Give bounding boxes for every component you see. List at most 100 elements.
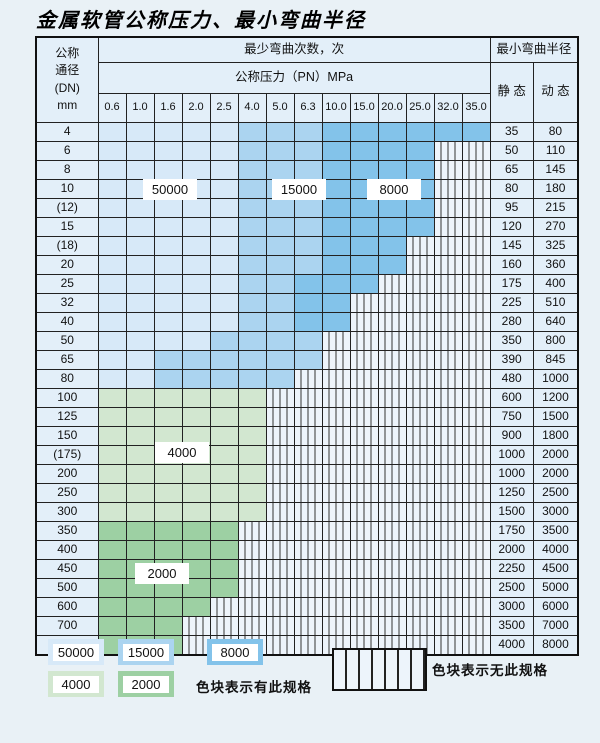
dn-label: (12) — [35, 197, 99, 218]
pressure-cell — [209, 235, 239, 256]
dn-column-header: 公称 通径 (DN) mm — [35, 36, 99, 123]
dn-label: 10 — [35, 178, 99, 199]
pressure-cell — [209, 178, 239, 199]
pressure-cell — [321, 539, 351, 560]
static-radius-value: 80 — [489, 178, 534, 199]
pressure-col-header: 25.0 — [405, 92, 435, 123]
pressure-cell — [321, 482, 351, 503]
pressure-cell — [181, 140, 211, 161]
pressure-cell — [153, 349, 183, 370]
pressure-cell — [237, 596, 267, 617]
dn-label: 200 — [35, 463, 99, 484]
pressure-col-header: 15.0 — [349, 92, 379, 123]
pressure-cell — [153, 368, 183, 389]
pressure-cell — [181, 121, 211, 142]
pressure-cell — [321, 501, 351, 522]
pressure-cell — [461, 216, 491, 237]
pressure-cell — [433, 463, 463, 484]
pressure-cell — [433, 615, 463, 636]
pressure-cell — [293, 330, 323, 351]
pressure-cell — [405, 463, 435, 484]
pressure-cell — [433, 539, 463, 560]
pressure-cell — [97, 159, 127, 180]
pressure-cell — [153, 558, 183, 579]
pressure-cell — [125, 539, 155, 560]
pressure-cell — [321, 330, 351, 351]
dynamic-radius-value: 510 — [532, 292, 579, 313]
pressure-cell — [237, 501, 267, 522]
pressure-cell — [97, 387, 127, 408]
dynamic-radius-value: 8000 — [532, 634, 579, 655]
pressure-cell — [349, 235, 379, 256]
pressure-cell — [153, 539, 183, 560]
pressure-cell — [377, 197, 407, 218]
static-radius-value: 95 — [489, 197, 534, 218]
pressure-cell — [321, 273, 351, 294]
pressure-cell — [97, 197, 127, 218]
pressure-cell — [461, 254, 491, 275]
pressure-cell — [237, 615, 267, 636]
pressure-cell — [321, 368, 351, 389]
pressure-cell — [209, 596, 239, 617]
pressure-cell — [377, 178, 407, 199]
pressure-cell — [153, 501, 183, 522]
pressure-cell — [405, 520, 435, 541]
dn-label: 25 — [35, 273, 99, 294]
pressure-cell — [377, 596, 407, 617]
pressure-cell — [265, 349, 295, 370]
pressure-cell — [237, 368, 267, 389]
pressure-cell — [265, 406, 295, 427]
pressure-cell — [153, 292, 183, 313]
dynamic-radius-value: 1200 — [532, 387, 579, 408]
pressure-cell — [181, 425, 211, 446]
pressure-cell — [349, 292, 379, 313]
pressure-cell — [153, 406, 183, 427]
pressure-cell — [209, 292, 239, 313]
pressure-cell — [377, 292, 407, 313]
pressure-cell — [265, 444, 295, 465]
dynamic-radius-value: 7000 — [532, 615, 579, 636]
pressure-cell — [349, 615, 379, 636]
static-radius-value: 120 — [489, 216, 534, 237]
pressure-cell — [405, 140, 435, 161]
pressure-cell — [293, 311, 323, 332]
pressure-cell — [461, 615, 491, 636]
pressure-cell — [181, 520, 211, 541]
pressure-cell — [321, 292, 351, 313]
pressure-cell — [181, 273, 211, 294]
pressure-cell — [237, 520, 267, 541]
pressure-cell — [237, 387, 267, 408]
static-radius-value: 480 — [489, 368, 534, 389]
pressure-cell — [377, 330, 407, 351]
pressure-cell — [377, 482, 407, 503]
pressure-cell — [349, 311, 379, 332]
static-header: 静 态 — [489, 61, 534, 123]
pressure-cell — [181, 634, 211, 655]
pressure-cell — [265, 520, 295, 541]
pressure-cell — [377, 273, 407, 294]
pressure-cell — [405, 501, 435, 522]
pressure-cell — [125, 121, 155, 142]
static-radius-value: 1500 — [489, 501, 534, 522]
pressure-cell — [125, 615, 155, 636]
pressure-cell — [405, 235, 435, 256]
pressure-cell — [293, 121, 323, 142]
static-radius-value: 2000 — [489, 539, 534, 560]
dynamic-radius-value: 2500 — [532, 482, 579, 503]
pressure-cell — [405, 482, 435, 503]
pressure-cell — [349, 216, 379, 237]
pressure-cell — [405, 273, 435, 294]
pressure-cell — [237, 539, 267, 560]
pressure-cell — [293, 558, 323, 579]
pressure-cell — [405, 425, 435, 446]
pressure-cell — [153, 140, 183, 161]
pressure-cell — [265, 311, 295, 332]
static-radius-value: 280 — [489, 311, 534, 332]
pressure-cell — [153, 577, 183, 598]
pressure-cell — [405, 159, 435, 180]
legend-swatch-label: 4000 — [53, 675, 99, 693]
pressure-col-header: 6.3 — [293, 92, 323, 123]
pressure-cell — [293, 254, 323, 275]
pressure-cell — [433, 254, 463, 275]
pressure-cell — [293, 406, 323, 427]
